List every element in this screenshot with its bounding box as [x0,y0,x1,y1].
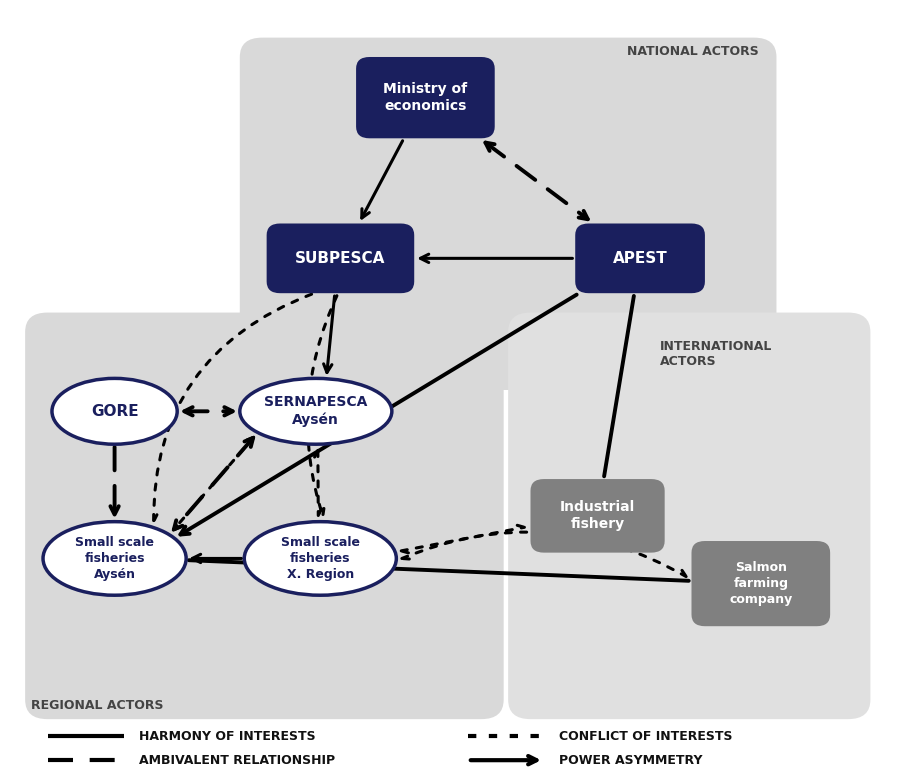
FancyArrowPatch shape [485,143,588,219]
Ellipse shape [52,378,177,445]
Ellipse shape [239,378,392,445]
FancyBboxPatch shape [239,37,777,390]
FancyArrowPatch shape [324,296,335,373]
Text: POWER ASYMMETRY: POWER ASYMMETRY [559,753,703,767]
Ellipse shape [43,522,186,595]
Text: Small scale
fisheries
X. Region: Small scale fisheries X. Region [281,536,360,581]
Text: SERNAPESCA
Aysén: SERNAPESCA Aysén [264,395,367,427]
Text: CONFLICT OF INTERESTS: CONFLICT OF INTERESTS [559,729,733,743]
Text: SUBPESCA: SUBPESCA [295,251,385,266]
Text: NATIONAL ACTORS: NATIONAL ACTORS [626,45,759,58]
FancyArrowPatch shape [193,555,241,562]
FancyBboxPatch shape [508,313,870,719]
Text: Ministry of
economics: Ministry of economics [383,82,467,113]
FancyBboxPatch shape [691,541,830,626]
FancyBboxPatch shape [25,313,504,719]
FancyArrowPatch shape [174,438,253,530]
Text: Salmon
farming
company: Salmon farming company [729,561,792,606]
FancyBboxPatch shape [575,224,705,293]
FancyArrowPatch shape [111,447,119,515]
FancyArrowPatch shape [174,438,254,530]
Text: GORE: GORE [91,404,139,419]
FancyArrowPatch shape [308,296,337,516]
Text: Small scale
fisheries
Aysén: Small scale fisheries Aysén [75,536,154,581]
FancyArrowPatch shape [362,140,402,218]
FancyArrowPatch shape [420,254,572,263]
FancyArrowPatch shape [184,407,233,416]
FancyArrowPatch shape [150,294,311,521]
Text: REGIONAL ACTORS: REGIONAL ACTORS [32,699,164,712]
FancyBboxPatch shape [266,224,414,293]
Text: Industrial
fishery: Industrial fishery [560,500,635,531]
Text: HARMONY OF INTERESTS: HARMONY OF INTERESTS [139,729,315,743]
Ellipse shape [244,522,396,595]
FancyArrowPatch shape [180,295,577,534]
Text: AMBIVALENT RELATIONSHIP: AMBIVALENT RELATIONSHIP [139,753,335,767]
Text: INTERNATIONAL
ACTORS: INTERNATIONAL ACTORS [661,339,772,367]
FancyBboxPatch shape [530,479,665,553]
FancyArrowPatch shape [315,450,321,516]
FancyArrowPatch shape [402,532,686,576]
FancyBboxPatch shape [356,57,495,138]
Text: APEST: APEST [613,251,668,266]
FancyArrowPatch shape [401,525,525,553]
